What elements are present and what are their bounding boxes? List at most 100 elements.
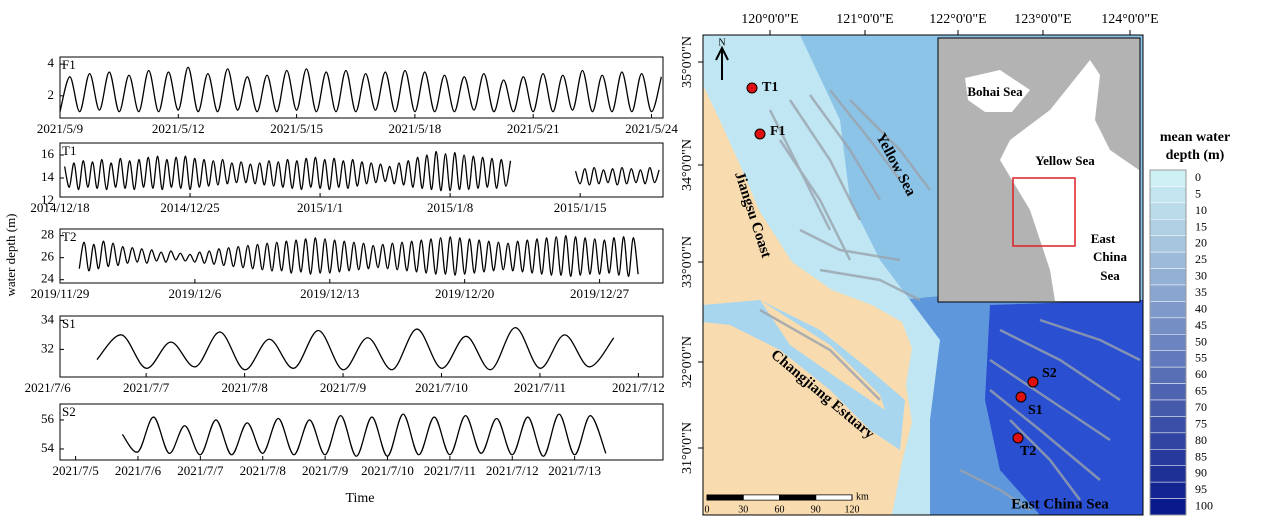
data-line (59, 66, 662, 113)
x-tick-label: 2021/7/12 (612, 380, 665, 395)
x-tick-label: 2021/5/18 (389, 121, 442, 136)
data-line (96, 326, 615, 371)
x-tick-label: 2021/7/10 (415, 380, 468, 395)
x-tick-label: 2021/7/6 (25, 380, 72, 395)
legend-swatch (1149, 169, 1187, 187)
longitude-label: 124°0'0"E (1101, 12, 1158, 27)
y-tick-label: 4 (48, 55, 55, 70)
scale-label: 30 (738, 504, 748, 515)
legend-swatch (1149, 235, 1187, 253)
legend-label: 90 (1195, 466, 1207, 480)
scale-segment (815, 494, 853, 501)
legend-swatch (1149, 383, 1187, 401)
x-tick-label: 2014/12/25 (160, 200, 219, 215)
x-tick-label: 2014/12/18 (30, 200, 89, 215)
x-tick-label: 2021/5/15 (270, 121, 323, 136)
latitude-label: 34°0'0"N (680, 139, 695, 191)
x-tick-label: 2019/12/20 (435, 286, 494, 301)
legend-label: 60 (1195, 367, 1207, 381)
station-marker (1012, 432, 1024, 444)
station-label: S1 (1028, 403, 1043, 418)
y-tick-label: 54 (41, 440, 55, 455)
scale-segment (779, 494, 816, 501)
legend-swatch (1149, 498, 1187, 516)
legend-label: 35 (1195, 285, 1207, 299)
longitude-label: 122°0'0"E (929, 12, 986, 27)
legend-label: 85 (1195, 449, 1207, 463)
map: 120°0'0"E 121°0'0"E 122°0'0"E 123°0'0"E 124°… (680, 12, 1159, 516)
legend-label: 45 (1195, 318, 1207, 332)
x-tick-label: 2015/1/1 (297, 200, 343, 215)
inset-label: Bohai Sea (967, 84, 1023, 99)
x-tick-label: 2019/11/29 (31, 286, 90, 301)
inset-sea (1000, 60, 1139, 301)
panel-frame (59, 142, 664, 198)
legend-title: depth (m) (1166, 148, 1225, 163)
legend-label: 55 (1195, 351, 1207, 365)
y-tick-label: 16 (41, 146, 55, 161)
inset-label: China (1093, 249, 1127, 264)
station-label: T1 (762, 80, 778, 95)
legend-label: 65 (1195, 384, 1207, 398)
x-tick-label: 2015/1/15 (554, 200, 607, 215)
legend-swatch (1149, 449, 1187, 466)
estuary (703, 300, 905, 450)
inset-study-area (1012, 177, 1076, 247)
legend-swatch (1149, 268, 1187, 286)
legend-label: 5 (1195, 186, 1201, 200)
x-tick-label: 2021/7/9 (320, 380, 366, 395)
legend-label: 10 (1195, 203, 1207, 217)
legend-swatch (1149, 334, 1187, 351)
panel-frame (59, 56, 664, 119)
station-label: S2 (1042, 366, 1057, 381)
station-label: F1 (770, 124, 786, 139)
scale-label: 0 (705, 504, 710, 515)
legend-swatch (1149, 350, 1187, 368)
x-tick-label: 2019/12/27 (570, 286, 630, 301)
legend-swatch (1149, 186, 1187, 204)
panel-label: T1 (62, 143, 76, 158)
data-line (78, 234, 639, 278)
x-tick-label: 2021/7/8 (240, 463, 286, 478)
x-axis-label: Time (345, 491, 374, 506)
north-label: N (718, 37, 725, 48)
legend-label: 95 (1195, 482, 1207, 496)
legend-swatch (1149, 416, 1187, 434)
legend-label: 20 (1195, 236, 1207, 250)
x-tick-label: 2019/12/13 (300, 286, 359, 301)
x-tick-label: 2021/7/7 (177, 463, 224, 478)
station-marker (1027, 376, 1039, 388)
latitude-label: 32°0'0"N (680, 336, 695, 388)
x-tick-label: 2015/1/8 (427, 200, 473, 215)
legend-label: 100 (1195, 499, 1213, 513)
scale-label: 60 (775, 504, 785, 515)
y-tick-label: 14 (41, 169, 55, 184)
legend: mean water depth (m) 0 5 10 15 20 25 30 35 40 45 50 5… (1149, 130, 1230, 516)
latitude-label: 33°0'0"N (680, 236, 695, 288)
legend-label: 50 (1195, 334, 1207, 348)
legend-label: 15 (1195, 219, 1207, 233)
legend-frame (1149, 169, 1187, 516)
legend-swatch (1149, 481, 1187, 499)
scale-label: 120 (845, 504, 860, 515)
legend-label: 0 (1195, 170, 1201, 184)
y-tick-label: 56 (41, 411, 55, 426)
inset-bohai (965, 70, 1030, 112)
station-label: T2 (1020, 444, 1036, 459)
panel-frame (59, 403, 664, 461)
legend-swatch (1149, 202, 1187, 220)
station-marker (754, 128, 766, 140)
legend-swatch (1149, 432, 1187, 450)
inset-label: East (1091, 231, 1116, 246)
x-tick-label: 2021/7/6 (115, 463, 162, 478)
station-marker (746, 82, 758, 94)
y-tick-label: 26 (41, 249, 55, 264)
x-tick-label: 2021/7/7 (123, 380, 170, 395)
x-tick-label: 2021/7/9 (302, 463, 348, 478)
latitude-label: 31°0'0"N (680, 422, 695, 474)
panel-frame (59, 315, 664, 378)
x-tick-label: 2021/7/8 (221, 380, 267, 395)
y-tick-label: 34 (41, 311, 55, 326)
x-tick-label: 2021/5/9 (37, 121, 83, 136)
map-frame (702, 34, 1144, 516)
